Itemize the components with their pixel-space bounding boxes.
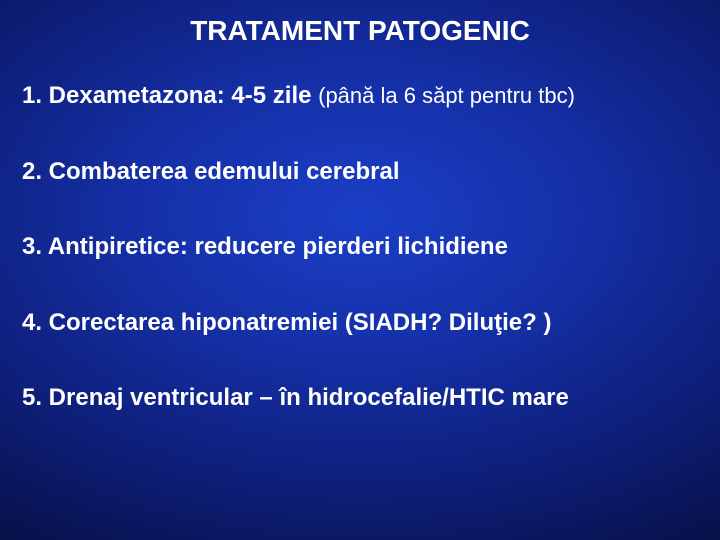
list-item: 4. Corectarea hiponatremiei (SIADH? Dilu…: [22, 309, 700, 337]
item-bold: 1. Dexametazona: 4-5 zile: [22, 82, 318, 109]
item-bold: 5. Drenaj ventricular – în hidrocefalie/…: [22, 384, 569, 411]
item-bold: 3. Antipiretice: reducere pierderi lichi…: [22, 233, 508, 260]
item-normal: (până la 6 săpt pentru tbc): [318, 83, 575, 108]
slide: TRATAMENT PATOGENIC 1. Dexametazona: 4-5…: [0, 0, 720, 540]
list-item: 5. Drenaj ventricular – în hidrocefalie/…: [22, 384, 700, 412]
item-bold: 2. Combaterea edemului cerebral: [22, 158, 399, 185]
list-item: 2. Combaterea edemului cerebral: [22, 158, 700, 186]
items-list: 1. Dexametazona: 4-5 zile (până la 6 săp…: [20, 82, 700, 412]
item-bold: 4. Corectarea hiponatremiei (SIADH? Dilu…: [22, 309, 551, 336]
list-item: 1. Dexametazona: 4-5 zile (până la 6 săp…: [22, 82, 700, 110]
slide-title: TRATAMENT PATOGENIC: [20, 15, 700, 47]
list-item: 3. Antipiretice: reducere pierderi lichi…: [22, 233, 700, 261]
